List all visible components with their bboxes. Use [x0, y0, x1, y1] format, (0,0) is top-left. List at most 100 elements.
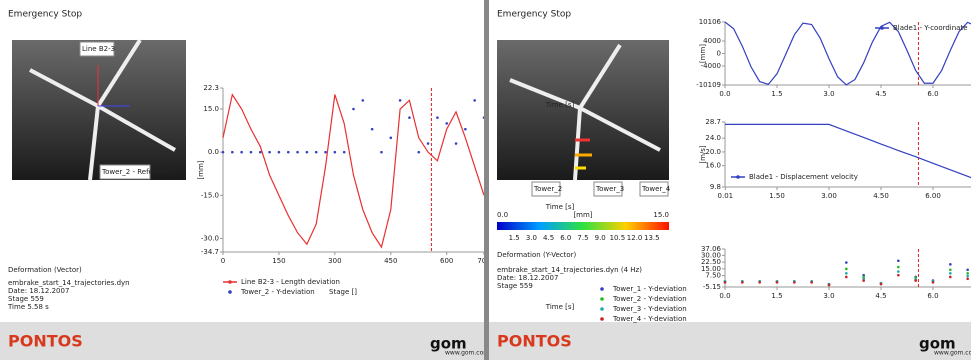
- series-dot: [966, 274, 969, 278]
- legend-swatch: [600, 317, 604, 321]
- colorbar-tick: 3.0: [526, 234, 537, 242]
- y-axis-label: [m/s]: [699, 145, 707, 164]
- footer: [489, 322, 971, 360]
- x-tick-label: 0.0: [719, 292, 730, 300]
- colorbar-tick: 12.0: [627, 234, 643, 242]
- series-dot: [827, 283, 831, 287]
- colorbar-min: 0.0: [497, 211, 508, 219]
- series-dot: [897, 265, 900, 269]
- colorbar-max: 15.0: [653, 211, 669, 219]
- y-tick-label: 22.3: [203, 84, 219, 92]
- y-tick-label: -4000: [701, 62, 721, 70]
- series-dot: [966, 277, 969, 281]
- legend-label: Tower_3 - Y-deviation: [612, 305, 687, 313]
- series-dot: [741, 281, 744, 284]
- x-tick-label: 300: [328, 257, 341, 265]
- series-line: [724, 21, 971, 86]
- y-tick-label: 30.00: [701, 251, 721, 259]
- series-dot: [221, 150, 225, 154]
- series-dot: [296, 150, 299, 154]
- series-dot: [352, 107, 355, 111]
- legend-swatch: [228, 280, 232, 284]
- y-axis-label: [mm]: [197, 160, 205, 179]
- x-axis-label: Time [s]: [545, 303, 575, 311]
- legend-label: Tower_2 - Y-deviation: [240, 288, 315, 296]
- series-dot: [473, 99, 476, 102]
- y-tick-label: -30.0: [201, 234, 219, 242]
- y-tick-label: 15.0: [203, 105, 219, 113]
- series-dot: [949, 268, 952, 272]
- y-tick-label: 28.7: [705, 118, 721, 126]
- series-dot: [445, 122, 449, 125]
- y-tick-label: 4000: [703, 37, 721, 45]
- y-axis-label: [mm]: [699, 44, 707, 63]
- colorbar-tick: 6.0: [560, 234, 571, 242]
- label-box: [639, 181, 669, 197]
- x-tick-label: 4.5: [875, 292, 886, 300]
- series-dot: [268, 150, 271, 154]
- info-text: Deformation (Y-Vector): [497, 251, 577, 259]
- panel: Emergency Stop Tower_2 Tower_3 Tower_4 Defor…: [489, 10, 971, 360]
- series-dot: [810, 281, 813, 284]
- x-tick-label: 6.00: [925, 192, 941, 200]
- x-tick-label: 3.0: [823, 90, 834, 98]
- label-box: [79, 41, 115, 57]
- series-dot: [398, 99, 402, 102]
- info-text: Date: 18.12.2007: [8, 287, 69, 295]
- legend-swatch: [600, 307, 604, 311]
- series-dot: [775, 281, 779, 284]
- x-axis-label: Time [s]: [545, 101, 575, 109]
- image-label: Tower_3: [595, 185, 624, 193]
- info-text: embrake_start_14_trajectories.dyn (4 Hz): [497, 266, 642, 274]
- x-tick-label: 1.5: [771, 90, 782, 98]
- series-line: [222, 93, 484, 249]
- y-tick-label: 0.0: [208, 148, 219, 156]
- colorbar-tick: 10.5: [610, 234, 626, 242]
- divider: [484, 0, 489, 360]
- series-dot: [314, 150, 318, 154]
- colorbar-tick: 1.5: [509, 234, 520, 242]
- series-dot: [482, 116, 484, 119]
- series-dot: [454, 142, 458, 145]
- series-dot: [949, 263, 952, 266]
- legend-label: Blade1 - Displacement velocity: [749, 173, 858, 181]
- series-dot: [897, 273, 900, 277]
- logo-url: www.gom.com: [445, 350, 489, 357]
- x-tick-label: 6.0: [927, 90, 938, 98]
- footer: [0, 322, 484, 360]
- series-line: [725, 123, 971, 179]
- series-dot: [862, 279, 865, 282]
- series-dot: [949, 272, 952, 275]
- legend-swatch: [600, 287, 604, 291]
- image-label: Tower_2 - Reference: [101, 168, 172, 176]
- y-tick-label: -5.15: [703, 283, 721, 291]
- legend-swatch: [600, 297, 604, 301]
- panel: Emergency Stop Line B2-3 Tower_2 - Referen…: [0, 10, 489, 360]
- x-tick-label: 6.0: [927, 292, 938, 300]
- x-tick-label: 3.0: [823, 292, 834, 300]
- series-dot: [464, 127, 467, 131]
- x-tick-label: 4.50: [873, 192, 889, 200]
- colorbar: [497, 222, 669, 230]
- series-dot: [240, 150, 243, 154]
- x-tick-label: 1.5: [771, 292, 782, 300]
- y-tick-label: 15.00: [701, 265, 721, 273]
- y-tick-label: 37.06: [701, 245, 722, 253]
- colorbar-tick: 9.0: [595, 234, 606, 242]
- series-dot: [342, 150, 346, 154]
- info-text: Stage 559: [8, 295, 44, 303]
- series-dot: [862, 275, 865, 279]
- panel-title: Emergency Stop: [8, 10, 82, 20]
- label-box: [531, 181, 561, 197]
- series-dot: [897, 259, 900, 263]
- series-dot: [862, 273, 865, 277]
- series-dot: [897, 270, 900, 273]
- colorbar-tick: 7.5: [577, 234, 588, 242]
- x-axis-label: Time [s]: [545, 203, 575, 211]
- series-dot: [361, 99, 365, 102]
- x-tick-label: 1.50: [769, 192, 785, 200]
- y-tick-label: 10106: [699, 18, 722, 26]
- tower-vectors: [575, 138, 592, 170]
- image-label: Tower_4: [641, 185, 671, 193]
